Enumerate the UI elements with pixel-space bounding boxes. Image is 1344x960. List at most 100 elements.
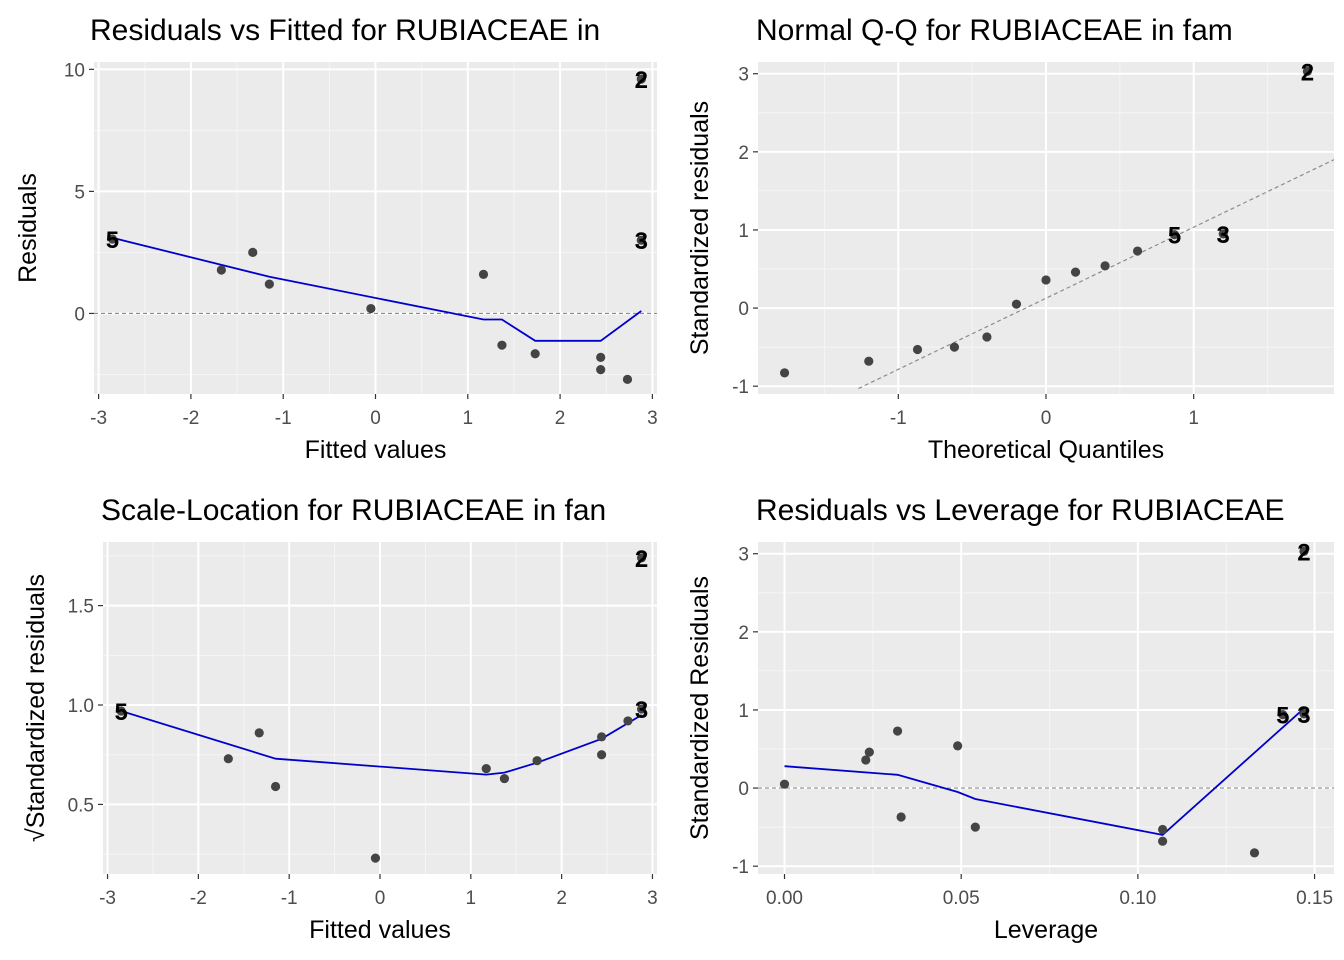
data-point xyxy=(636,553,647,563)
data-point xyxy=(779,368,790,378)
x-tick-label: -3 xyxy=(99,888,116,909)
x-tick-label: 1 xyxy=(466,888,477,909)
data-point xyxy=(1041,275,1051,285)
y-tick-label: -1 xyxy=(732,857,749,878)
chart-title: Residuals vs Leverage for RUBIACEAE xyxy=(756,494,1285,527)
data-point xyxy=(1299,546,1309,556)
x-tick-label: -1 xyxy=(281,888,298,909)
y-tick-label: 1 xyxy=(738,701,749,722)
x-tick-label: 0.00 xyxy=(766,888,803,909)
data-point xyxy=(1158,836,1168,846)
data-point xyxy=(636,235,646,245)
smooth-line xyxy=(784,707,1305,836)
smooth-line xyxy=(112,236,642,342)
data-point xyxy=(896,812,906,822)
panel-background xyxy=(758,542,1334,874)
x-axis-title: Leverage xyxy=(994,916,1098,944)
data-point xyxy=(216,265,226,275)
data-point xyxy=(532,756,542,766)
data-point xyxy=(478,269,489,279)
x-tick-label: 1 xyxy=(1188,408,1199,429)
y-tick-label: 5 xyxy=(74,182,85,203)
data-point xyxy=(622,374,633,384)
data-point xyxy=(530,349,540,359)
data-point xyxy=(264,279,274,289)
point-label: 5 xyxy=(114,699,127,726)
y-tick-label: 2 xyxy=(738,623,749,644)
x-tick-label: 3 xyxy=(647,888,658,909)
y-tick-label: 10 xyxy=(64,60,85,81)
point-label: 2 xyxy=(635,67,648,94)
point-label: 3 xyxy=(1297,702,1310,729)
x-tick-label: 0 xyxy=(375,888,386,909)
data-point xyxy=(861,755,871,765)
data-point xyxy=(864,356,874,366)
x-tick-label: 3 xyxy=(647,408,658,429)
x-tick-label: 0.15 xyxy=(1296,888,1333,909)
data-point xyxy=(497,340,507,350)
x-axis-title: Theoretical Quantiles xyxy=(928,436,1164,464)
data-point xyxy=(1070,267,1081,277)
panel-2: 5 3 2 -1 0 1 -1 0 1 2 3 Normal Q-Q for RUBIACEAE in… xyxy=(686,14,1334,464)
data-point xyxy=(912,344,923,355)
x-tick-label: 0.05 xyxy=(943,888,980,909)
y-tick-label: 0 xyxy=(738,779,749,800)
data-point xyxy=(892,726,903,736)
y-tick-label: 0 xyxy=(738,299,749,320)
data-point xyxy=(970,822,980,832)
data-point xyxy=(597,750,607,760)
x-tick-label: 2 xyxy=(555,408,566,429)
data-point xyxy=(1218,229,1228,239)
point-label: 2 xyxy=(1297,539,1310,566)
data-point xyxy=(1302,66,1313,76)
data-point xyxy=(779,779,790,789)
data-point xyxy=(116,706,126,716)
data-point xyxy=(107,234,118,244)
point-label: 5 xyxy=(1276,703,1289,730)
data-point xyxy=(623,716,633,726)
data-point xyxy=(864,747,874,757)
point-label: 3 xyxy=(635,697,648,724)
chart-title: Scale-Location for RUBIACEAE in fan xyxy=(101,494,606,527)
x-tick-label: -2 xyxy=(182,408,199,429)
data-point xyxy=(248,247,258,258)
data-point xyxy=(636,704,647,714)
y-axis-title: √Standardized residuals xyxy=(22,574,50,842)
y-axis-title: Standardized residuals xyxy=(686,101,714,355)
point-label: 2 xyxy=(635,546,648,573)
x-axis-title: Fitted values xyxy=(309,916,451,944)
data-point xyxy=(370,853,381,863)
y-tick-label: 1.0 xyxy=(68,696,94,717)
qq-reference-line xyxy=(858,159,1334,390)
x-tick-label: 0 xyxy=(370,408,381,429)
data-point xyxy=(1011,299,1022,309)
data-point xyxy=(1100,261,1110,271)
point-label: 3 xyxy=(635,228,648,255)
x-axis-title: Fitted values xyxy=(305,436,447,464)
x-tick-label: 2 xyxy=(556,888,567,909)
x-tick-label: -2 xyxy=(190,888,207,909)
data-point xyxy=(953,741,963,751)
point-label: 2 xyxy=(1301,59,1314,86)
data-point xyxy=(1158,824,1168,835)
point-label: 5 xyxy=(106,227,119,254)
y-axis-title: Residuals xyxy=(14,173,42,283)
data-point xyxy=(481,764,491,774)
y-tick-label: 1.5 xyxy=(68,597,94,618)
x-tick-label: 0 xyxy=(1041,408,1052,429)
data-point xyxy=(982,332,992,342)
x-tick-label: -1 xyxy=(275,408,292,429)
data-point xyxy=(254,728,264,738)
data-point xyxy=(596,352,606,362)
data-point xyxy=(223,754,233,764)
panel-3: 5 3 2 -3 -2 -1 0 1 2 3 0.5 1.0 1.5 Scale-Location for… xyxy=(22,494,658,944)
y-axis-title: Standardized Residuals xyxy=(686,576,714,840)
point-label: 3 xyxy=(1217,222,1230,249)
data-point xyxy=(1299,709,1309,719)
chart-title: Normal Q-Q for RUBIACEAE in fam xyxy=(756,14,1233,47)
y-tick-label: 2 xyxy=(738,143,749,164)
x-tick-label: 0.10 xyxy=(1119,888,1156,909)
x-tick-label: -1 xyxy=(890,408,907,429)
